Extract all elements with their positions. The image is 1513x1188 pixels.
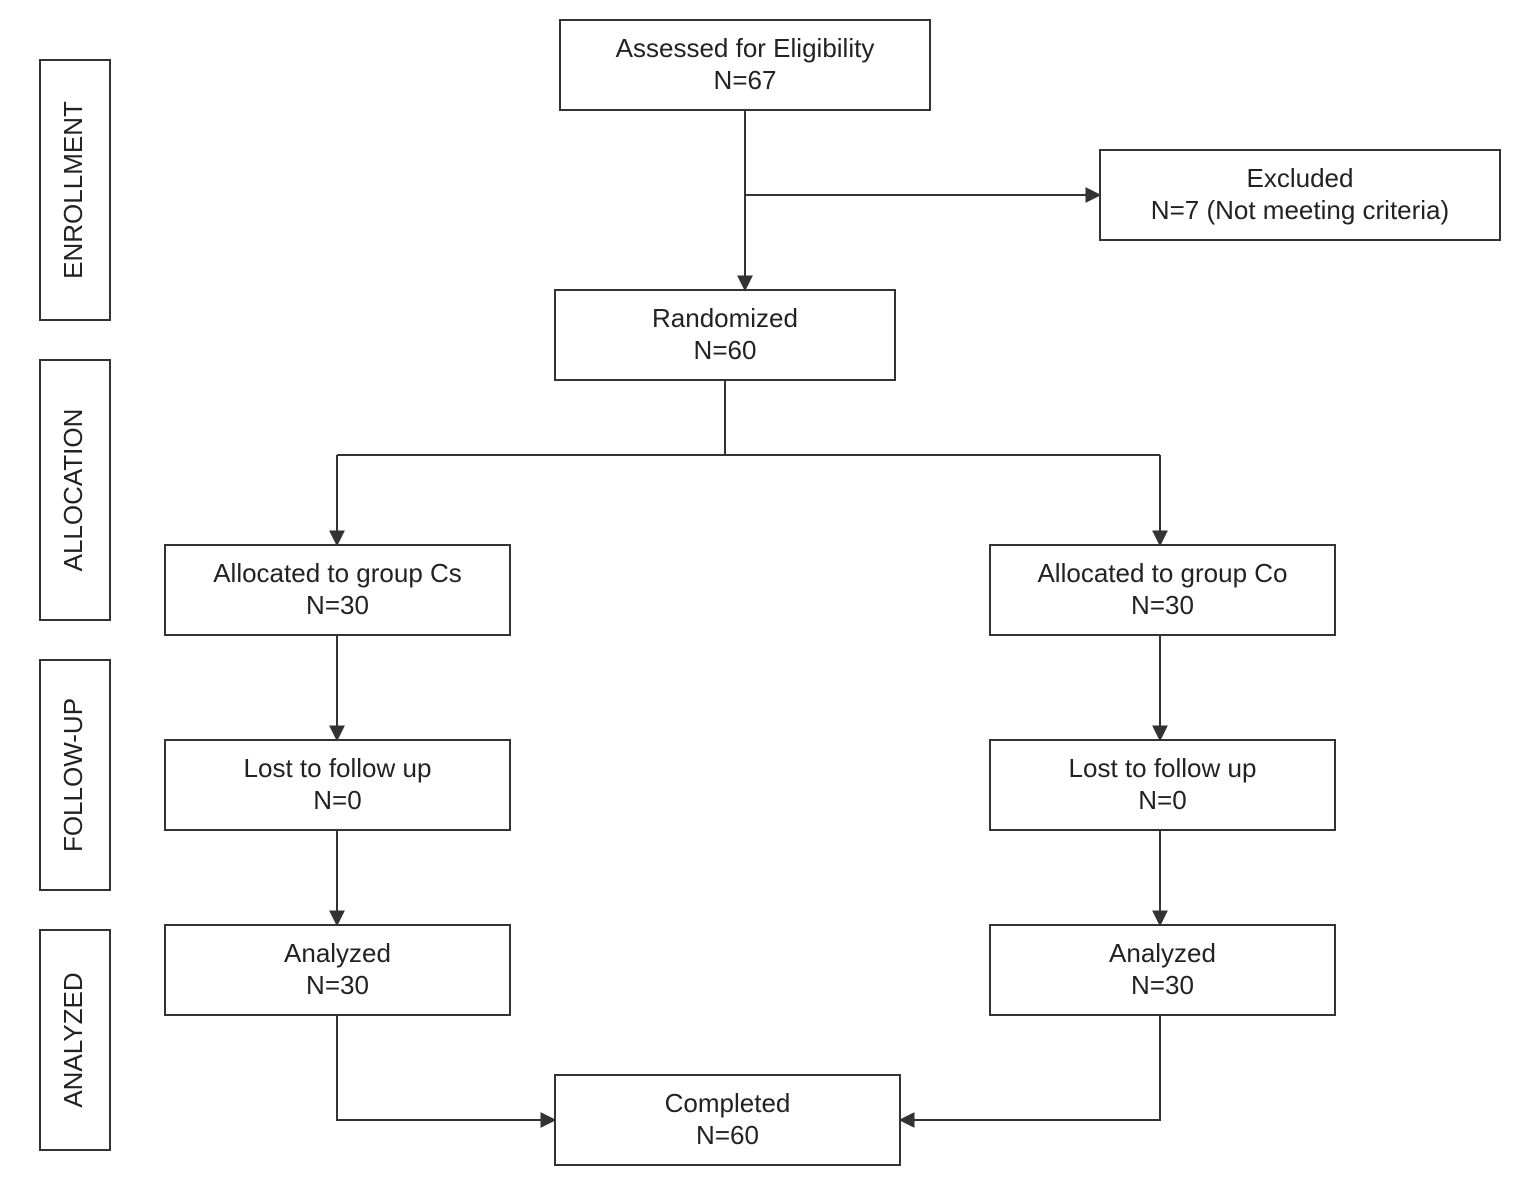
node-completed-line1: Completed [665,1088,791,1118]
node-anal-cs: Analyzed N=30 [165,925,510,1015]
node-anal-co: Analyzed N=30 [990,925,1335,1015]
node-alloc-cs-line1: Allocated to group Cs [213,558,462,588]
node-alloc-co-line2: N=30 [1131,590,1194,620]
node-anal-cs-line1: Analyzed [284,938,391,968]
node-assessed-line1: Assessed for Eligibility [616,33,875,63]
node-lost-cs: Lost to follow up N=0 [165,740,510,830]
phase-enrollment: ENROLLMENT [40,60,110,320]
node-lost-co: Lost to follow up N=0 [990,740,1335,830]
phase-analyzed-label: ANALYZED [58,972,88,1107]
edge-e11 [337,1015,555,1120]
node-randomized-line2: N=60 [694,335,757,365]
node-anal-co-line1: Analyzed [1109,938,1216,968]
node-completed: Completed N=60 [555,1075,900,1165]
node-anal-cs-line2: N=30 [306,970,369,1000]
node-randomized: Randomized N=60 [555,290,895,380]
node-randomized-line1: Randomized [652,303,798,333]
phase-enrollment-label: ENROLLMENT [58,101,88,279]
node-lost-co-line2: N=0 [1138,785,1186,815]
node-excluded: Excluded N=7 (Not meeting criteria) [1100,150,1500,240]
phase-followup-label: FOLLOW-UP [58,698,88,852]
node-alloc-co-line1: Allocated to group Co [1037,558,1287,588]
phase-analyzed: ANALYZED [40,930,110,1150]
phase-allocation-label: ALLOCATION [58,409,88,572]
node-assessed-line2: N=67 [714,65,777,95]
phase-allocation: ALLOCATION [40,360,110,620]
node-alloc-cs: Allocated to group Cs N=30 [165,545,510,635]
node-alloc-co: Allocated to group Co N=30 [990,545,1335,635]
node-excluded-line1: Excluded [1247,163,1354,193]
node-excluded-line2: N=7 (Not meeting criteria) [1151,195,1449,225]
node-anal-co-line2: N=30 [1131,970,1194,1000]
node-assessed: Assessed for Eligibility N=67 [560,20,930,110]
node-completed-line2: N=60 [696,1120,759,1150]
edge-e12 [900,1015,1160,1120]
phase-followup: FOLLOW-UP [40,660,110,890]
node-alloc-cs-line2: N=30 [306,590,369,620]
node-lost-co-line1: Lost to follow up [1069,753,1257,783]
node-lost-cs-line2: N=0 [313,785,361,815]
node-lost-cs-line1: Lost to follow up [244,753,432,783]
